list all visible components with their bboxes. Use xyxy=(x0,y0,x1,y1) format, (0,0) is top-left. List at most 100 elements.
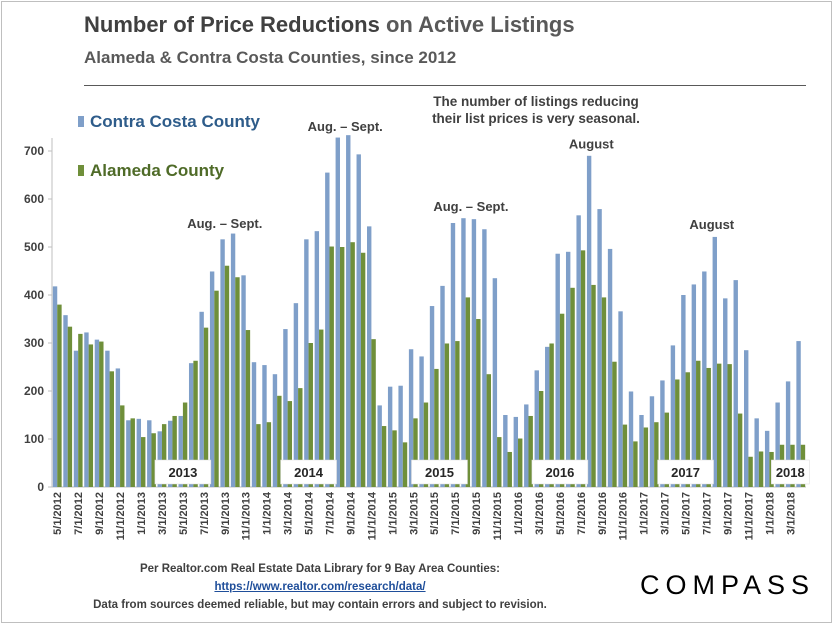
x-tick-label: 7/1/2013 xyxy=(199,492,211,535)
legend-swatch xyxy=(78,165,84,176)
year-label-box xyxy=(771,459,810,485)
bar-contra-costa xyxy=(775,402,780,487)
bar-contra-costa xyxy=(712,236,717,487)
bar-alameda xyxy=(706,367,711,487)
bar-alameda xyxy=(727,364,732,487)
bar-contra-costa xyxy=(461,218,466,487)
bar-alameda xyxy=(381,426,387,487)
x-tick-label: 1/1/2014 xyxy=(262,491,274,535)
year-label: 2017 xyxy=(671,465,700,480)
bar-alameda xyxy=(633,441,638,487)
bar-contra-costa xyxy=(785,381,791,487)
y-tick-label: 600 xyxy=(24,192,44,206)
period-annotation: Aug. – Sept. xyxy=(308,119,383,134)
legend-swatch xyxy=(78,116,84,127)
x-tick-label: 11/1/2015 xyxy=(492,492,504,540)
bar-alameda xyxy=(57,304,62,487)
x-tick-label: 5/1/2014 xyxy=(304,491,316,535)
x-tick-label: 1/1/2017 xyxy=(639,492,651,535)
year-label: 2014 xyxy=(294,465,324,480)
x-tick-label: 11/1/2017 xyxy=(743,492,755,540)
bar-alameda xyxy=(654,422,659,487)
bar-contra-costa xyxy=(586,155,592,488)
x-tick-label: 3/1/2018 xyxy=(785,492,797,535)
bar-contra-costa xyxy=(220,239,225,487)
bar-contra-costa xyxy=(84,332,89,487)
x-tick-label: 7/1/2015 xyxy=(450,492,462,535)
x-tick-label: 5/1/2015 xyxy=(429,492,441,535)
bar-alameda xyxy=(538,391,544,487)
bar-alameda xyxy=(528,415,533,487)
bar-contra-costa xyxy=(126,420,131,487)
bar-contra-costa xyxy=(335,137,340,487)
bar-alameda xyxy=(214,290,219,487)
bar-alameda xyxy=(486,374,491,487)
y-tick-label: 700 xyxy=(24,144,44,158)
bar-alameda xyxy=(88,344,94,487)
bar-contra-costa xyxy=(733,280,738,487)
bar-contra-costa xyxy=(115,368,121,487)
bar-alameda xyxy=(203,327,209,487)
period-annotation: August xyxy=(689,217,734,232)
bar-contra-costa xyxy=(754,418,759,487)
bar-contra-costa xyxy=(304,239,309,487)
bar-contra-costa xyxy=(618,311,623,487)
bar-alameda xyxy=(685,372,690,487)
bar-contra-costa xyxy=(492,278,498,487)
bar-contra-costa xyxy=(576,215,581,487)
bar-contra-costa xyxy=(136,418,142,487)
bar-alameda xyxy=(392,430,397,487)
bar-contra-costa xyxy=(649,396,655,487)
bar-contra-costa xyxy=(272,374,278,487)
bar-contra-costa xyxy=(764,430,770,487)
bar-contra-costa xyxy=(450,223,456,487)
bar-contra-costa xyxy=(387,386,393,487)
bar-alameda xyxy=(612,361,617,487)
bar-alameda xyxy=(182,402,188,487)
bar-contra-costa xyxy=(398,385,403,487)
bar-contra-costa xyxy=(283,329,288,487)
bar-contra-costa xyxy=(52,286,58,487)
period-annotation: Aug. – Sept. xyxy=(187,216,262,231)
x-tick-label: 9/1/2014 xyxy=(345,491,357,535)
x-tick-label: 5/1/2016 xyxy=(555,492,567,535)
bar-alameda xyxy=(580,250,586,487)
bar-contra-costa xyxy=(168,420,173,487)
legend-label: Alameda County xyxy=(90,161,225,180)
x-tick-label: 11/1/2014 xyxy=(366,491,378,540)
bar-contra-costa xyxy=(702,271,707,487)
year-label-box xyxy=(280,459,337,485)
year-label: 2013 xyxy=(168,465,197,480)
bar-alameda xyxy=(507,451,512,487)
bar-contra-costa xyxy=(796,341,801,487)
year-label: 2018 xyxy=(776,465,805,480)
bar-alameda xyxy=(360,252,366,487)
bar-alameda xyxy=(402,442,408,487)
chart-title: Number of Price Reductions on Active Lis… xyxy=(84,12,575,37)
x-tick-label: 11/1/2013 xyxy=(241,492,253,540)
title-divider xyxy=(84,85,806,86)
year-label-box xyxy=(411,459,468,485)
y-tick-label: 200 xyxy=(24,384,44,398)
bar-alameda xyxy=(664,412,670,487)
bar-contra-costa xyxy=(377,405,382,487)
bar-contra-costa xyxy=(744,350,749,487)
x-tick-label: 5/1/2012 xyxy=(52,492,64,535)
y-tick-label: 300 xyxy=(24,336,44,350)
bar-alameda xyxy=(497,437,502,487)
bar-alameda xyxy=(476,319,481,487)
x-tick-label: 5/1/2017 xyxy=(681,492,693,535)
bar-alameda xyxy=(235,277,240,487)
bar-contra-costa xyxy=(230,233,236,487)
bar-contra-costa xyxy=(73,350,79,487)
bar-contra-costa xyxy=(251,362,257,487)
bar-alameda xyxy=(675,379,680,487)
bar-contra-costa xyxy=(188,363,194,487)
source-link[interactable]: https://www.realtor.com/research/data/ xyxy=(214,581,426,593)
bar-contra-costa xyxy=(524,404,529,487)
x-tick-label: 11/1/2016 xyxy=(618,492,630,540)
year-label-box xyxy=(154,459,212,485)
bar-alameda xyxy=(465,297,471,487)
bar-alameda xyxy=(67,326,73,487)
